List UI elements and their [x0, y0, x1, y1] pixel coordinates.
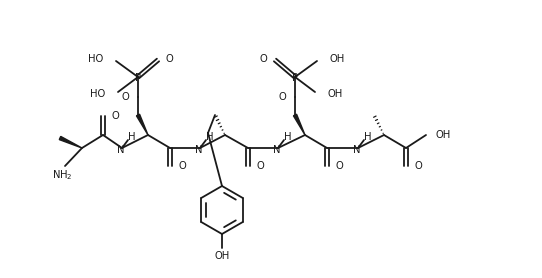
- Text: N: N: [117, 145, 125, 155]
- Polygon shape: [137, 114, 148, 135]
- Polygon shape: [59, 136, 82, 148]
- Text: O: O: [166, 54, 174, 64]
- Text: O: O: [415, 161, 423, 171]
- Text: N: N: [273, 145, 281, 155]
- Text: NH$_2$: NH$_2$: [52, 168, 72, 182]
- Text: OH: OH: [436, 130, 451, 140]
- Text: N: N: [353, 145, 361, 155]
- Text: P: P: [292, 73, 298, 83]
- Text: O: O: [336, 161, 344, 171]
- Text: O: O: [121, 92, 129, 102]
- Text: O: O: [112, 111, 120, 121]
- Text: H: H: [207, 132, 214, 142]
- Text: O: O: [179, 161, 187, 171]
- Text: OH: OH: [215, 251, 230, 261]
- Polygon shape: [293, 114, 305, 135]
- Text: HO: HO: [90, 89, 105, 99]
- Text: O: O: [278, 92, 286, 102]
- Text: OH: OH: [328, 89, 343, 99]
- Text: H: H: [128, 132, 136, 142]
- Text: H: H: [364, 132, 372, 142]
- Text: N: N: [195, 145, 203, 155]
- Text: HO: HO: [88, 54, 103, 64]
- Text: O: O: [259, 54, 267, 64]
- Text: H: H: [284, 132, 292, 142]
- Text: P: P: [135, 73, 141, 83]
- Text: O: O: [257, 161, 264, 171]
- Text: OH: OH: [330, 54, 345, 64]
